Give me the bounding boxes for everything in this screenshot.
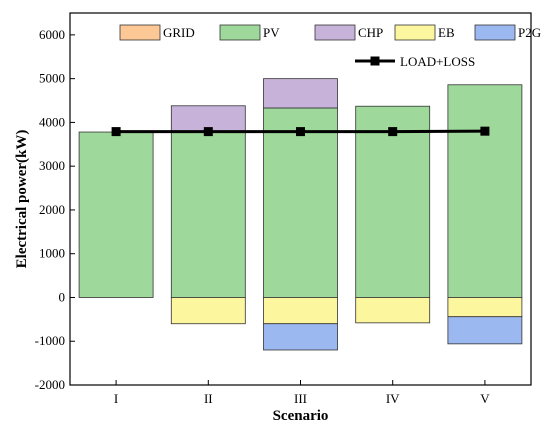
legend-label-pv: PV (263, 25, 280, 40)
bar-pv-iii (263, 107, 338, 298)
legend-label-p2g: P2G (518, 25, 541, 40)
legend-label-eb: EB (438, 25, 455, 40)
bar-eb-iii (263, 297, 338, 325)
legend-label-grid: GRID (163, 25, 195, 40)
bar-p2g-v (447, 316, 523, 345)
y-tick-label: -1000 (35, 333, 65, 348)
legend-label-chp: CHP (358, 25, 383, 40)
y-tick-label: 1000 (39, 246, 65, 261)
bar-eb-v (447, 297, 523, 318)
y-tick-label: 6000 (39, 27, 65, 42)
legend-swatch-chp (314, 24, 356, 41)
x-tick-label: I (114, 391, 118, 406)
legend: GRID PV CHP EB P2G LOAD+LOSS (119, 24, 541, 69)
x-tick-label: IV (386, 391, 400, 406)
bar-eb-ii (170, 297, 246, 325)
bar-pv-i (78, 131, 154, 298)
bar-chp-iii (263, 78, 338, 109)
load-loss-marker (388, 127, 398, 137)
legend-swatch-pv (219, 24, 261, 41)
y-axis-title: Electrical power(kW) (14, 130, 30, 269)
x-tick-label: V (480, 391, 490, 406)
bar-pv-ii (170, 131, 246, 298)
y-tick-label: 4000 (39, 114, 65, 129)
legend-marker-load-loss (370, 56, 380, 66)
bar-pv-iv (355, 105, 431, 298)
bar-eb-iv (355, 297, 431, 324)
bar-p2g-iii (263, 323, 338, 351)
load-loss-marker (111, 127, 121, 137)
legend-label-load-loss: LOAD+LOSS (400, 54, 475, 69)
legend-swatch-eb (394, 24, 436, 41)
load-loss-marker (203, 127, 213, 137)
load-loss-marker (480, 126, 490, 136)
bars (78, 78, 523, 351)
x-tick-label: III (294, 391, 307, 406)
x-axis-title: Scenario (273, 408, 329, 424)
bar-pv-v (447, 84, 523, 298)
y-tick-label: 2000 (39, 202, 65, 217)
x-tick-label: II (204, 391, 213, 406)
load-loss-marker (296, 127, 305, 137)
y-tick-label: 3000 (39, 158, 65, 173)
y-tick-label: -2000 (35, 377, 65, 392)
legend-swatch-grid (119, 24, 161, 41)
load-loss-line (111, 126, 490, 137)
y-tick-label: 5000 (39, 71, 65, 86)
legend-swatch-p2g (474, 24, 516, 41)
y-tick-label: 0 (59, 289, 66, 304)
